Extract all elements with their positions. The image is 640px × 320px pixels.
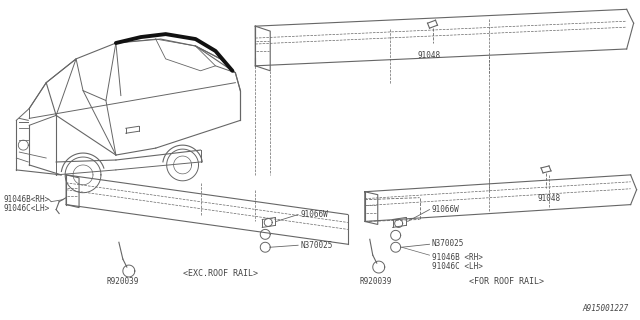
- Text: 91066W: 91066W: [431, 204, 460, 214]
- Text: R920039: R920039: [107, 277, 140, 286]
- Text: <EXC.ROOF RAIL>: <EXC.ROOF RAIL>: [182, 269, 257, 278]
- Text: N370025: N370025: [431, 239, 464, 248]
- Text: 91048: 91048: [537, 194, 560, 203]
- Text: 91046B <RH>: 91046B <RH>: [431, 253, 483, 262]
- Text: N370025: N370025: [300, 241, 332, 250]
- Text: 91046C<LH>: 91046C<LH>: [3, 204, 50, 212]
- Text: A915001227: A915001227: [582, 304, 628, 313]
- Text: 91046B<RH>: 91046B<RH>: [3, 195, 50, 204]
- Text: <FOR ROOF RAIL>: <FOR ROOF RAIL>: [469, 277, 545, 286]
- Text: 91046C <LH>: 91046C <LH>: [431, 262, 483, 271]
- Text: R920039: R920039: [360, 277, 392, 286]
- Text: 91048: 91048: [417, 51, 441, 60]
- Text: 91066W: 91066W: [300, 210, 328, 219]
